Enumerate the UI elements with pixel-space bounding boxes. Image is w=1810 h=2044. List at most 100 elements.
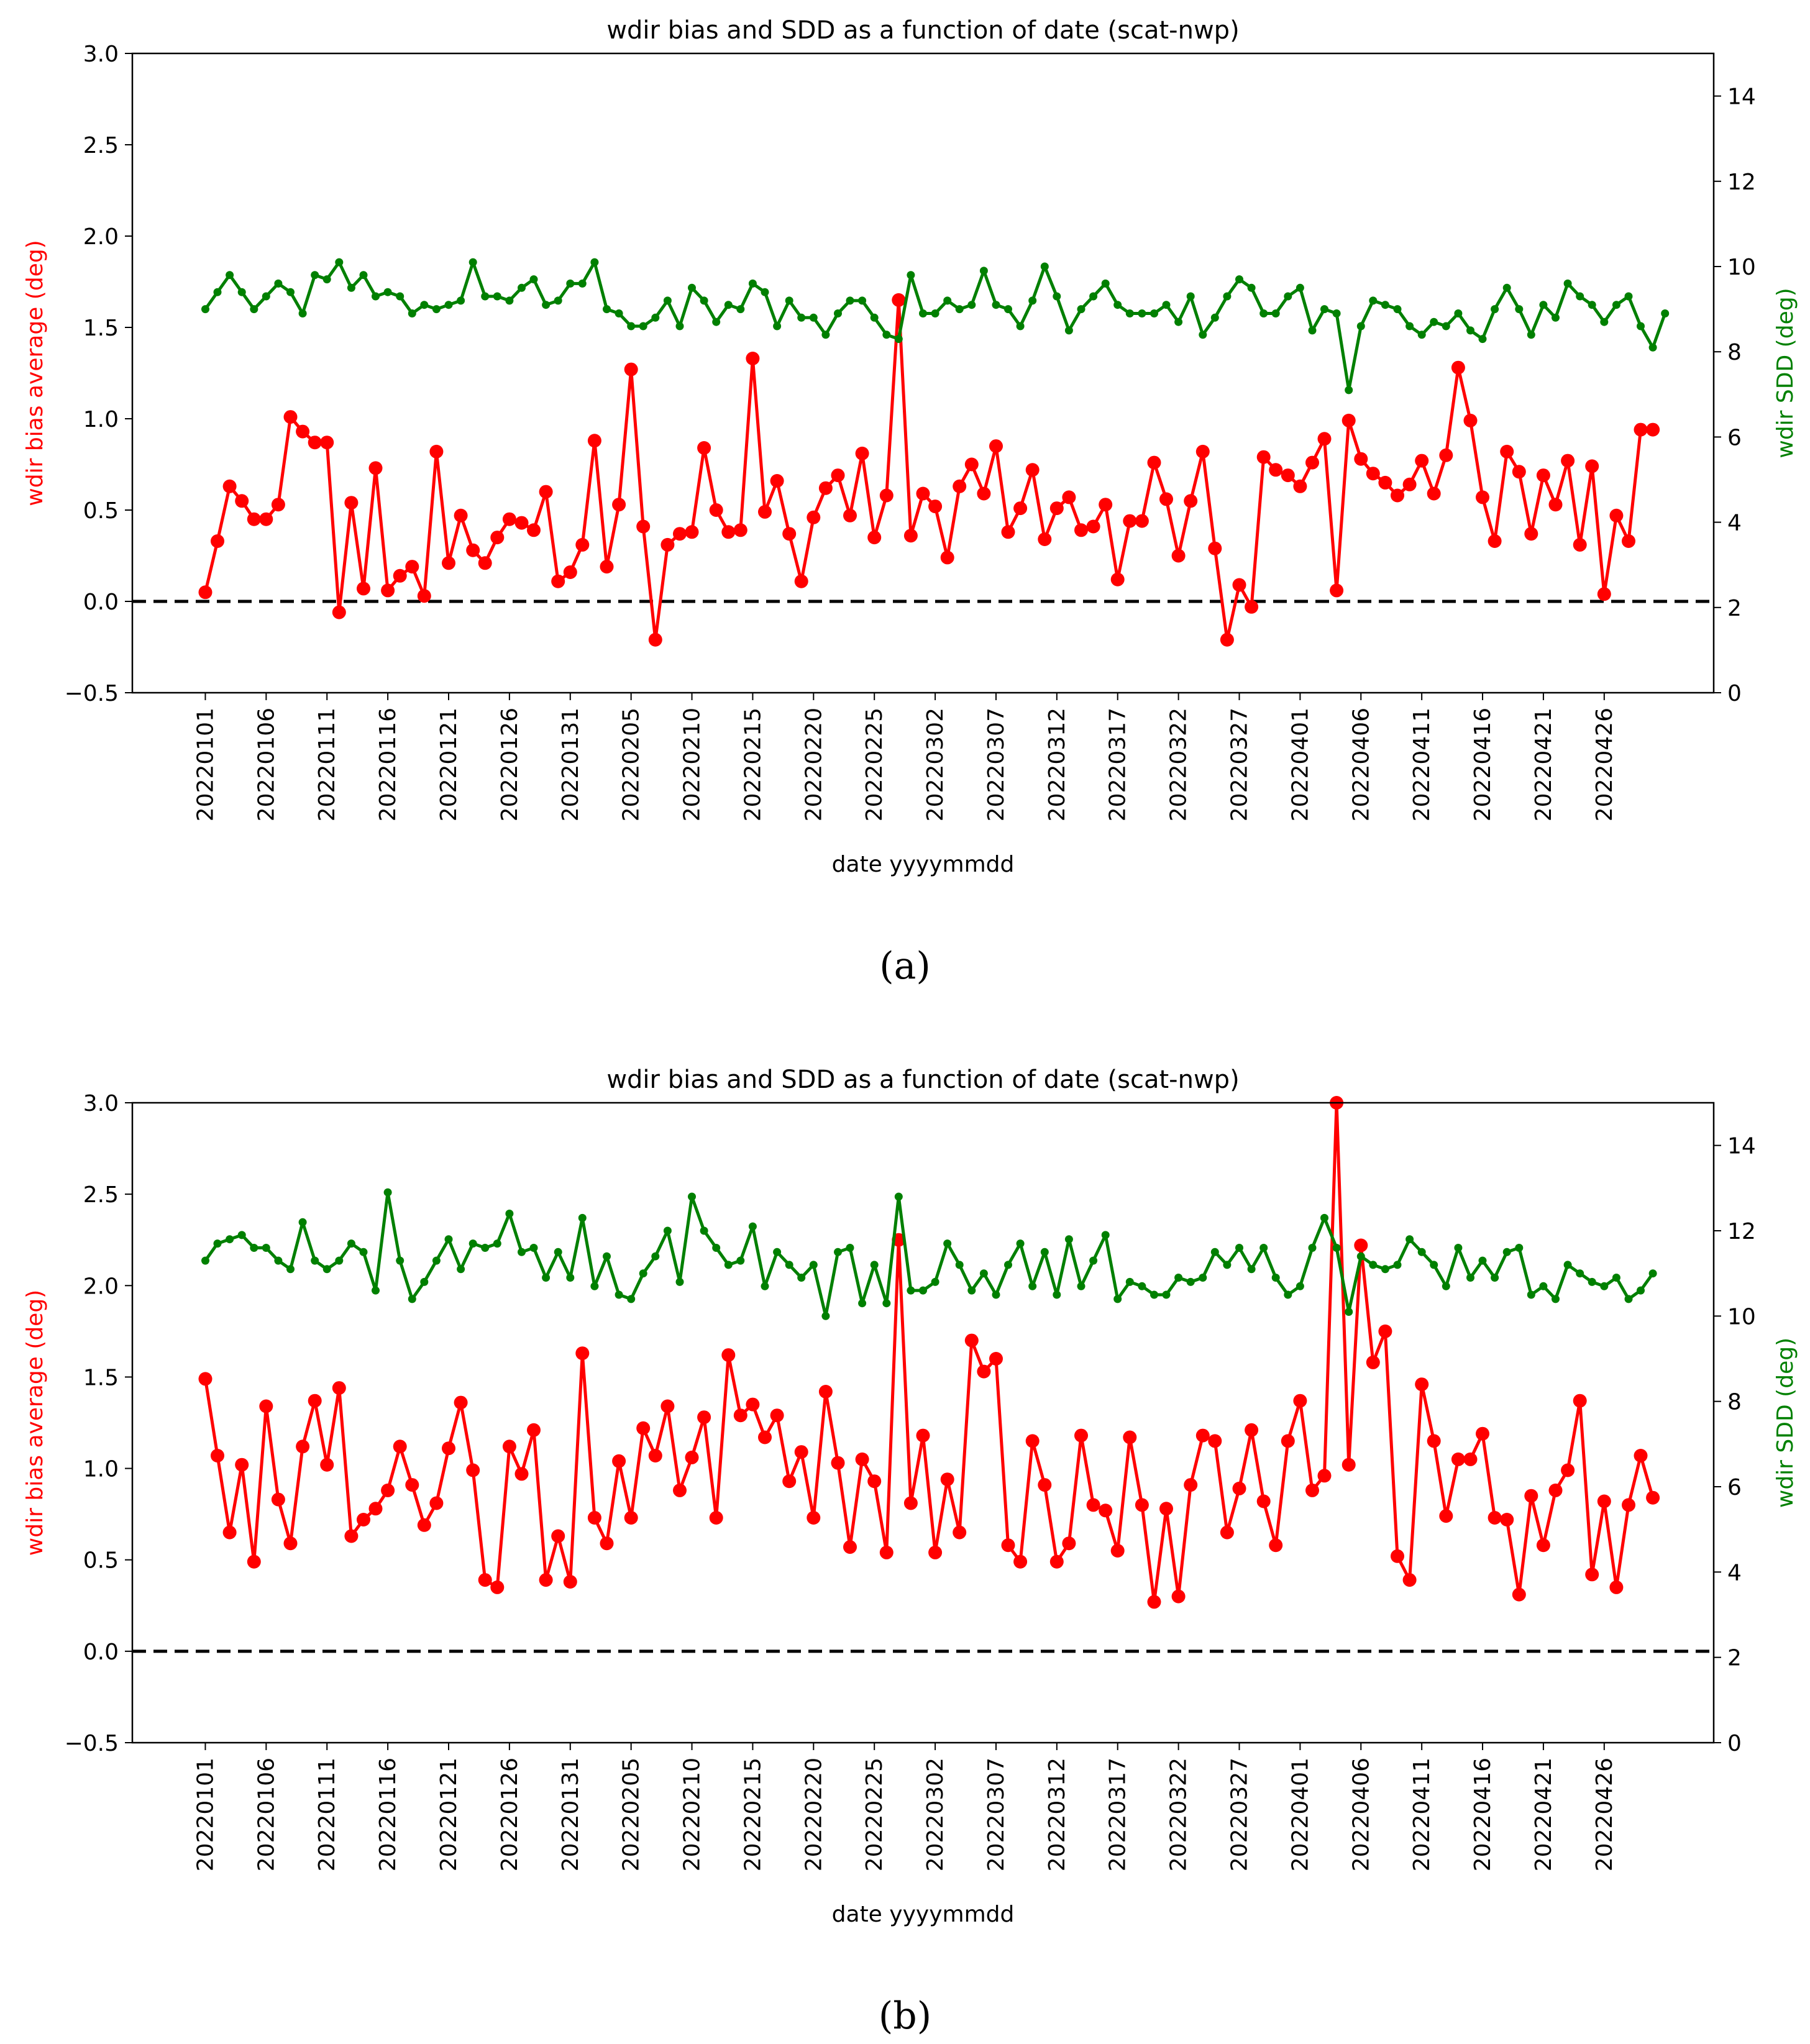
sdd-point	[870, 1261, 879, 1269]
bias-point	[211, 534, 224, 548]
bias-point	[1561, 1463, 1575, 1477]
sdd-point	[1539, 1282, 1548, 1290]
x-tick-label: 20220302	[923, 1758, 948, 1871]
bias-point	[1293, 1394, 1307, 1408]
sdd-series-line	[204, 1190, 1655, 1318]
sdd-point	[907, 1286, 915, 1295]
bias-point	[758, 1430, 772, 1444]
x-tick-label: 20220327	[1227, 708, 1253, 821]
x-tick-label: 20220111	[314, 708, 340, 821]
bias-point	[1609, 1580, 1624, 1594]
x-tick-label: 20220126	[497, 708, 523, 821]
sdd-point	[627, 1295, 636, 1303]
sdd-point	[1247, 283, 1256, 292]
sdd-point	[554, 1248, 562, 1256]
bias-point	[1074, 1428, 1088, 1443]
sdd-point	[1552, 1295, 1560, 1303]
sdd-point	[919, 309, 927, 317]
x-tick-label: 20220106	[254, 1758, 279, 1871]
sdd-point	[1064, 1235, 1073, 1244]
bias-point	[648, 1449, 662, 1462]
bias-point	[1184, 1478, 1198, 1492]
sdd-point	[372, 292, 380, 301]
bias-point	[953, 479, 967, 493]
sdd-point	[408, 1295, 416, 1303]
bias-point	[308, 1394, 322, 1408]
y2-axis-label: wdir SDD (deg)	[1773, 1338, 1798, 1508]
sdd-point	[1563, 1261, 1572, 1269]
bias-point	[1378, 1324, 1392, 1338]
bias-point	[454, 508, 468, 522]
x-tick-label: 20220116	[375, 1758, 401, 1871]
chart-panel-b: wdir bias and SDD as a function of date …	[22, 1065, 1798, 1927]
sdd-point	[1600, 317, 1609, 326]
bias-point	[1245, 600, 1259, 614]
plot-frame	[131, 1102, 1715, 1744]
bias-point	[587, 1511, 601, 1525]
bias-point	[928, 1545, 943, 1559]
bias-point	[660, 537, 675, 552]
y2-tick-label: 4	[1727, 511, 1742, 536]
sdd-point	[1478, 335, 1487, 344]
bias-point	[1342, 1458, 1356, 1472]
bias-point	[1488, 534, 1502, 548]
sdd-point	[627, 322, 636, 331]
bias-series-line	[204, 1101, 1655, 1604]
bias-point	[1208, 541, 1222, 555]
bias-point	[1232, 578, 1246, 592]
sdd-point	[688, 1192, 696, 1201]
bias-point	[600, 560, 614, 574]
bias-point	[442, 556, 455, 570]
bias-point	[782, 1474, 797, 1489]
sdd-point	[1101, 279, 1110, 288]
x-tick-label: 20220101	[193, 1758, 218, 1871]
sdd-point	[493, 1239, 501, 1248]
sdd-point	[1235, 1244, 1243, 1252]
bias-point	[892, 293, 906, 307]
bias-point	[1609, 508, 1624, 522]
y2-tick-label: 12	[1727, 1219, 1756, 1244]
sdd-point	[1138, 309, 1146, 317]
sdd-point	[785, 1261, 793, 1269]
bias-point	[1013, 1554, 1028, 1569]
bias-point	[940, 1472, 954, 1487]
y-tick-label: 0.5	[83, 498, 119, 524]
bias-point	[344, 496, 359, 510]
bias-point	[818, 481, 833, 495]
bias-point	[1147, 1595, 1161, 1609]
sdd-point	[943, 1239, 952, 1248]
sdd-point	[894, 1192, 903, 1201]
bias-point	[1013, 501, 1028, 516]
x-tick-label: 20220312	[1044, 1758, 1070, 1871]
sdd-point	[1369, 296, 1378, 305]
sdd-point	[432, 1256, 441, 1265]
bias-point	[563, 1575, 577, 1589]
sdd-point	[1539, 301, 1548, 309]
bias-point	[1317, 1469, 1332, 1483]
sdd-point	[383, 1188, 392, 1197]
bias-point	[636, 1421, 651, 1435]
sdd-point	[1296, 1282, 1304, 1290]
sdd-point	[1308, 1244, 1317, 1252]
x-tick-label: 20220220	[801, 1758, 826, 1871]
bias-point	[1439, 1509, 1453, 1523]
sdd-point	[1101, 1231, 1110, 1239]
bias-point	[697, 1410, 711, 1425]
bias-point	[539, 485, 553, 499]
bias-point	[1500, 444, 1514, 459]
sdd-point	[821, 1312, 830, 1320]
sdd-point	[554, 296, 562, 305]
sdd-point	[1040, 1248, 1049, 1256]
x-axis-label: date yyyymmdd	[832, 1902, 1015, 1927]
sdd-point	[1491, 1274, 1499, 1282]
sdd-point	[529, 1244, 538, 1252]
bias-point	[1074, 523, 1088, 537]
bias-point	[1195, 444, 1210, 459]
sdd-point	[1320, 1213, 1328, 1222]
bias-point	[770, 474, 784, 488]
sdd-point	[457, 1265, 465, 1274]
sdd-point	[359, 271, 368, 280]
bias-point	[1135, 1498, 1149, 1512]
bias-point	[624, 362, 638, 376]
sdd-point	[736, 305, 745, 314]
